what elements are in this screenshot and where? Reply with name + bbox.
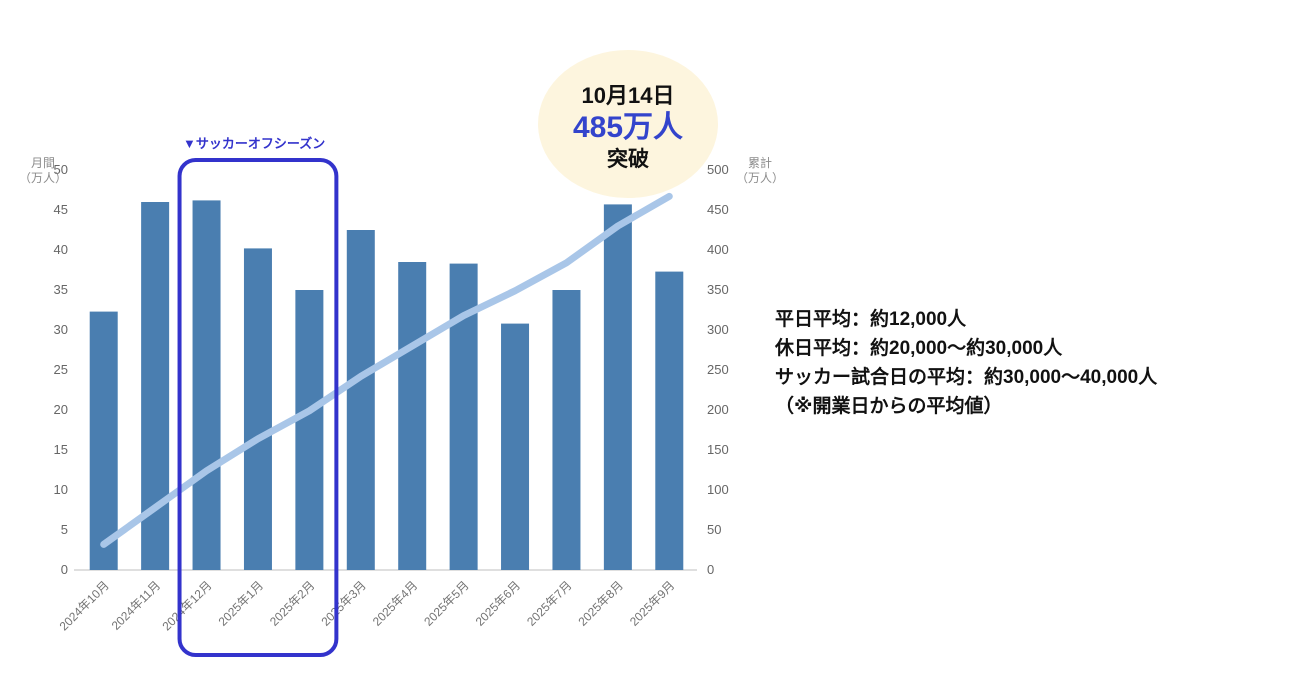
- x-axis-label-2025年6月: 2025年6月: [473, 578, 523, 628]
- right-axis-tick-300: 300: [707, 322, 729, 337]
- left-axis-tick-40: 40: [54, 242, 68, 257]
- note-matchday-average: サッカー試合日の平均：約30,000～40,000人: [775, 367, 1158, 388]
- bar-2025年3月: [346, 230, 375, 570]
- left-axis-tick-0: 0: [61, 562, 68, 577]
- milestone-value: 485万人: [572, 110, 684, 144]
- x-axis-label-2025年1月: 2025年1月: [216, 578, 266, 628]
- x-axis-label-2025年4月: 2025年4月: [370, 578, 420, 628]
- right-axis-tick-500: 500: [707, 162, 729, 177]
- left-axis-tick-30: 30: [54, 322, 68, 337]
- milestone-callout: 10月14日 485万人 突破: [538, 50, 718, 198]
- right-axis-title: 累計 （万人）: [733, 156, 787, 186]
- left-axis-tick-20: 20: [54, 402, 68, 417]
- milestone-suffix: 突破: [607, 147, 649, 171]
- bar-2024年10月: [89, 311, 118, 570]
- left-axis-title-line2: （万人）: [18, 171, 67, 185]
- left-axis-tick-35: 35: [54, 282, 68, 297]
- right-axis-tick-150: 150: [707, 442, 729, 457]
- bar-2025年9月: [655, 271, 684, 570]
- right-axis-tick-350: 350: [707, 282, 729, 297]
- average-attendance-notes: 平日平均：約12,000人 休日平均：約20,000～約30,000人 サッカー…: [775, 305, 1157, 421]
- x-axis-label-2024年12月: 2024年12月: [159, 578, 214, 633]
- left-axis-title-line1: 月間: [30, 156, 55, 170]
- right-axis-tick-450: 450: [707, 202, 729, 217]
- bar-2025年4月: [398, 262, 427, 570]
- left-axis-tick-45: 45: [54, 202, 68, 217]
- bar-2025年1月: [243, 248, 272, 570]
- x-axis-label-2025年5月: 2025年5月: [421, 578, 471, 628]
- right-axis-tick-0: 0: [707, 562, 714, 577]
- note-holiday-average: 休日平均：約20,000～約30,000人: [775, 338, 1063, 359]
- right-axis-title-line2: （万人）: [735, 171, 784, 185]
- bar-2025年8月: [603, 204, 632, 570]
- left-axis-tick-10: 10: [54, 482, 68, 497]
- left-axis-tick-25: 25: [54, 362, 68, 377]
- right-axis-tick-200: 200: [707, 402, 729, 417]
- chart-canvas: 0510152025303540455005010015020025030035…: [54, 158, 729, 657]
- right-axis-tick-50: 50: [707, 522, 721, 537]
- milestone-date: 10月14日: [581, 82, 675, 108]
- x-axis-label-2025年9月: 2025年9月: [627, 578, 677, 628]
- note-weekday-average: 平日平均：約12,000人: [775, 309, 967, 330]
- note-footnote: （※開業日からの平均値）: [775, 396, 1003, 417]
- left-axis-title: 月間 （万人）: [16, 156, 70, 186]
- right-axis-tick-400: 400: [707, 242, 729, 257]
- x-axis-label-2024年11月: 2024年11月: [109, 578, 164, 633]
- left-axis-tick-15: 15: [54, 442, 68, 457]
- right-axis-tick-250: 250: [707, 362, 729, 377]
- x-axis-label-2025年8月: 2025年8月: [576, 578, 626, 628]
- x-axis-label-2025年7月: 2025年7月: [524, 578, 574, 628]
- right-axis-tick-100: 100: [707, 482, 729, 497]
- x-axis-label-2025年2月: 2025年2月: [267, 578, 317, 628]
- offseason-highlight-box: [177, 158, 339, 657]
- x-axis-label-2025年3月: 2025年3月: [318, 578, 368, 628]
- bar-2025年2月: [295, 290, 324, 570]
- right-axis-title-line1: 累計: [747, 156, 772, 170]
- cumulative-line: [100, 192, 673, 548]
- offseason-annotation-label: ▼サッカーオフシーズン: [183, 136, 326, 151]
- bar-2024年12月: [192, 200, 221, 570]
- left-axis-tick-50: 50: [54, 162, 68, 177]
- bar-2025年7月: [552, 290, 581, 570]
- x-axis-label-2024年10月: 2024年10月: [57, 578, 112, 633]
- left-axis-tick-5: 5: [61, 522, 68, 537]
- bar-2025年6月: [501, 323, 530, 570]
